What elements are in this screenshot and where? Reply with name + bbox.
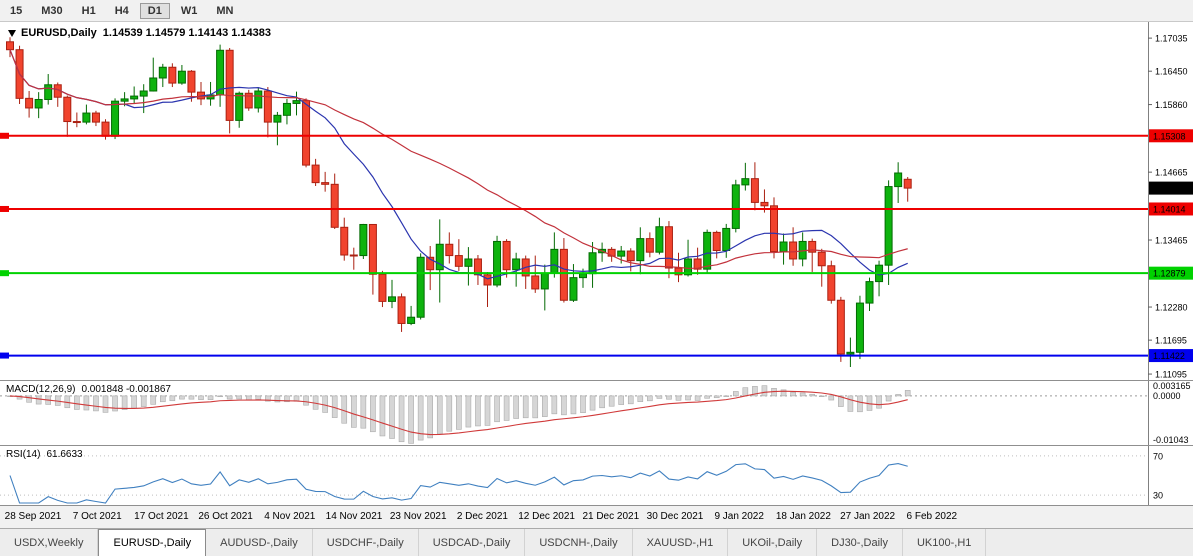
tab-usdchf-daily[interactable]: USDCHF-,Daily (312, 529, 419, 556)
tab-eurusd-daily[interactable]: EURUSD-,Daily (98, 529, 207, 556)
svg-text:1.11095: 1.11095 (1155, 370, 1187, 380)
tab-usdcnh-daily[interactable]: USDCNH-,Daily (525, 529, 633, 556)
svg-text:1.14665: 1.14665 (1155, 168, 1188, 178)
timeframe-button-15[interactable]: 15 (2, 3, 30, 19)
date-label: 21 Dec 2021 (582, 511, 640, 522)
price-tag-1.11422: 1.11422 (1149, 349, 1193, 363)
rsi-line (9, 462, 908, 504)
y-axis-labels: 1.17035 1.16450 1.15860 1.14665 1.13465 1.122… (1148, 34, 1188, 380)
tab-dj30-daily[interactable]: DJ30-,Daily (817, 529, 903, 556)
svg-text:1.15308: 1.15308 (1153, 131, 1186, 141)
tab-audusd-daily[interactable]: AUDUSD-,Daily (206, 529, 313, 556)
date-label: 18 Jan 2022 (775, 511, 831, 522)
date-label: 28 Sep 2021 (4, 511, 62, 522)
svg-text:1.11695: 1.11695 (1155, 336, 1187, 346)
timeframe-button-mn[interactable]: MN (208, 3, 241, 19)
date-axis: 28 Sep 2021 7 Oct 2021 17 Oct 2021 26 Oct 2… (0, 505, 1193, 528)
svg-text:1.12280: 1.12280 (1155, 303, 1188, 313)
svg-text:1.15860: 1.15860 (1155, 100, 1188, 110)
timeframe-toolbar: 15 M30 H1 H4 D1 W1 MN (0, 0, 1193, 22)
rsi-canvas[interactable]: 70 30 (0, 446, 1193, 505)
date-label: 23 Nov 2021 (389, 511, 447, 522)
chart-tabs: USDX,Weekly EURUSD-,Daily AUDUSD-,Daily USD… (0, 528, 1193, 556)
price-line-1.14014[interactable] (0, 205, 1148, 212)
tab-usdcad-daily[interactable]: USDCAD-,Daily (418, 529, 526, 556)
svg-text:1.14014: 1.14014 (1153, 204, 1186, 214)
macd-histogram (7, 385, 911, 444)
date-label: 30 Dec 2021 (646, 511, 704, 522)
timeframe-button-d1[interactable]: D1 (139, 2, 170, 19)
date-label: 2 Dec 2021 (456, 511, 508, 522)
price-line-1.11422[interactable] (0, 352, 1148, 359)
date-label: 27 Jan 2022 (840, 511, 896, 522)
date-label: 14 Nov 2021 (325, 511, 383, 522)
svg-text:-0.01043: -0.01043 (1153, 435, 1189, 445)
price-chart-canvas[interactable]: 1.17035 1.16450 1.15860 1.14665 1.13465 1.122… (0, 22, 1193, 380)
price-tag-1.12879: 1.12879 (1149, 266, 1193, 280)
timeframe-button-w1[interactable]: W1 (173, 3, 206, 19)
svg-text:1.16450: 1.16450 (1155, 67, 1188, 77)
price-line-1.12879[interactable] (0, 270, 1148, 277)
tab-xauusd-h1[interactable]: XAUUSD-,H1 (632, 529, 729, 556)
date-label: 4 Nov 2021 (264, 511, 316, 522)
svg-text:0.003165: 0.003165 (1153, 381, 1191, 391)
current-price-tag: 1.14383 (1149, 181, 1193, 195)
date-label: 9 Jan 2022 (714, 511, 764, 522)
svg-text:0.0000: 0.0000 (1153, 391, 1181, 401)
macd-signal-line (9, 390, 908, 436)
chart-stack: 1.17035 1.16450 1.15860 1.14665 1.13465 1.122… (0, 22, 1193, 528)
svg-text:70: 70 (1153, 451, 1163, 461)
svg-text:1.14383: 1.14383 (1153, 184, 1186, 194)
price-tag-1.15308: 1.15308 (1149, 129, 1193, 143)
macd-panel[interactable]: 0.003165 0.0000 -0.01043 MACD(12,26,9) 0.00… (0, 380, 1193, 445)
svg-text:1.11422: 1.11422 (1153, 351, 1185, 361)
candles (6, 37, 912, 367)
svg-text:1.12879: 1.12879 (1153, 269, 1186, 279)
tab-usdx-weekly[interactable]: USDX,Weekly (0, 529, 99, 556)
price-line-1.15308[interactable] (0, 132, 1148, 139)
date-label: 7 Oct 2021 (72, 511, 122, 522)
ma-slow-line (9, 49, 908, 269)
date-label: 12 Dec 2021 (518, 511, 575, 522)
timeframe-button-h4[interactable]: H4 (107, 3, 137, 19)
timeframe-button-h1[interactable]: H1 (74, 3, 104, 19)
svg-text:30: 30 (1153, 491, 1163, 501)
svg-text:1.17035: 1.17035 (1155, 34, 1188, 44)
date-label: 17 Oct 2021 (134, 511, 189, 522)
price-tag-1.14014: 1.14014 (1149, 202, 1193, 216)
rsi-panel[interactable]: 70 30 RSI(14) 61.6633 (0, 445, 1193, 505)
timeframe-button-m30[interactable]: M30 (33, 3, 70, 19)
price-chart-panel[interactable]: 1.17035 1.16450 1.15860 1.14665 1.13465 1.122… (0, 22, 1193, 380)
svg-text:1.13465: 1.13465 (1155, 236, 1188, 246)
tab-uk100-h1[interactable]: UK100-,H1 (902, 529, 987, 556)
tab-ukoil-daily[interactable]: UKOil-,Daily (728, 529, 818, 556)
date-label: 26 Oct 2021 (198, 511, 253, 522)
date-label: 6 Feb 2022 (906, 511, 958, 522)
